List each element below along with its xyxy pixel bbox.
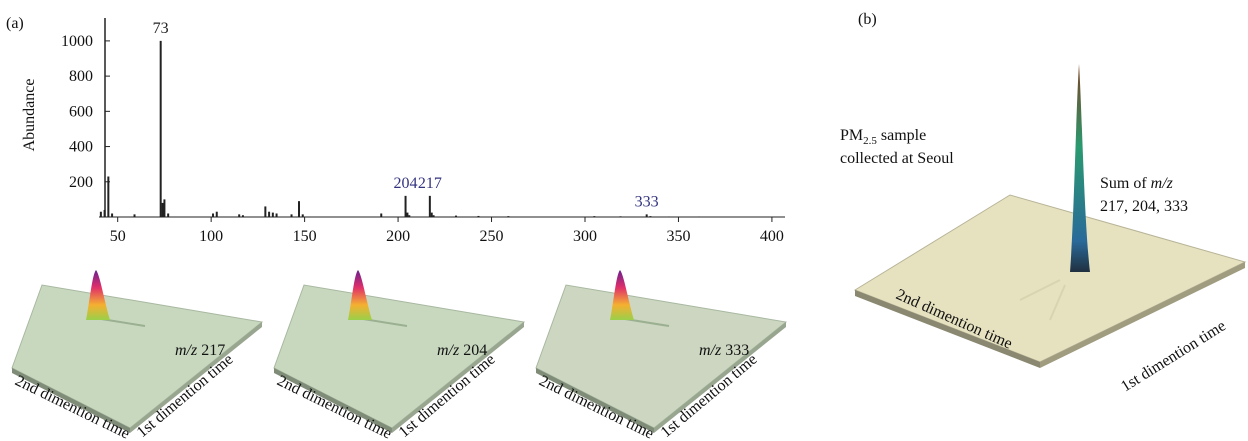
sum-label: Sum of m/z — [1100, 175, 1174, 192]
sum-prefix: Sum of — [1100, 175, 1151, 192]
surface-edge — [855, 290, 1040, 368]
y-tick-label: 1000 — [61, 33, 93, 50]
surface-edge — [392, 322, 524, 433]
peak-label: 333 — [635, 193, 659, 210]
x-tick-label: 200 — [386, 228, 410, 245]
surface-label-prefix: m/z — [175, 342, 198, 359]
surface-edge — [1040, 262, 1245, 368]
surface-edge — [536, 368, 654, 433]
surface-label: m/z 333 — [699, 342, 749, 359]
surface-label-value: 204 — [463, 342, 487, 359]
panel-label: (a) — [6, 15, 24, 32]
peak-label: 217 — [418, 175, 442, 192]
surface-edge — [654, 322, 786, 433]
surface-label-prefix: m/z — [699, 342, 722, 359]
x-tick-label: 400 — [760, 228, 784, 245]
surface-edge — [274, 368, 392, 433]
x-tick-label: 300 — [573, 228, 597, 245]
surface-ridge — [1019, 279, 1066, 321]
axis-1st-label: 1st dimention time — [1118, 317, 1229, 395]
panel-label: (b) — [858, 11, 877, 28]
sample-label-line2: collected at Seoul — [840, 150, 954, 167]
surface-label-value: 333 — [725, 342, 749, 359]
x-tick-label: 50 — [110, 228, 126, 245]
y-axis-label: Abundance — [21, 79, 38, 152]
surface-label-prefix: m/z — [437, 342, 460, 359]
panel-b: (b) PM2.5 sample collected at Seoul Sum … — [840, 11, 1247, 395]
x-tick-label: 150 — [293, 228, 317, 245]
surface-label-value: 217 — [201, 342, 225, 359]
sample-label: PM2.5 sample — [840, 127, 926, 147]
surface-edge — [130, 322, 262, 433]
sum-label-line2: 217, 204, 333 — [1100, 198, 1188, 215]
surface-label: m/z 217 — [175, 342, 225, 359]
y-tick-label: 200 — [69, 174, 93, 191]
sample-suffix: sample — [877, 127, 926, 144]
sum-mz: m/z — [1151, 175, 1174, 192]
peak-label: 204 — [394, 175, 418, 192]
peak — [1070, 64, 1090, 272]
y-tick-label: 400 — [69, 139, 93, 156]
surface-plane — [853, 194, 1247, 363]
x-tick-label: 350 — [666, 228, 690, 245]
x-tick-label: 100 — [199, 228, 223, 245]
peak-label: 73 — [153, 20, 169, 37]
x-tick-label: 250 — [480, 228, 504, 245]
peak — [86, 270, 110, 320]
y-tick-label: 800 — [69, 68, 93, 85]
sample-prefix: PM — [840, 127, 863, 144]
y-tick-label: 600 — [69, 103, 93, 120]
peak — [610, 270, 634, 320]
surface-edge — [12, 368, 130, 433]
peak — [348, 270, 372, 320]
sample-sub: 2.5 — [863, 135, 877, 147]
surface-label: m/z 204 — [437, 342, 487, 359]
